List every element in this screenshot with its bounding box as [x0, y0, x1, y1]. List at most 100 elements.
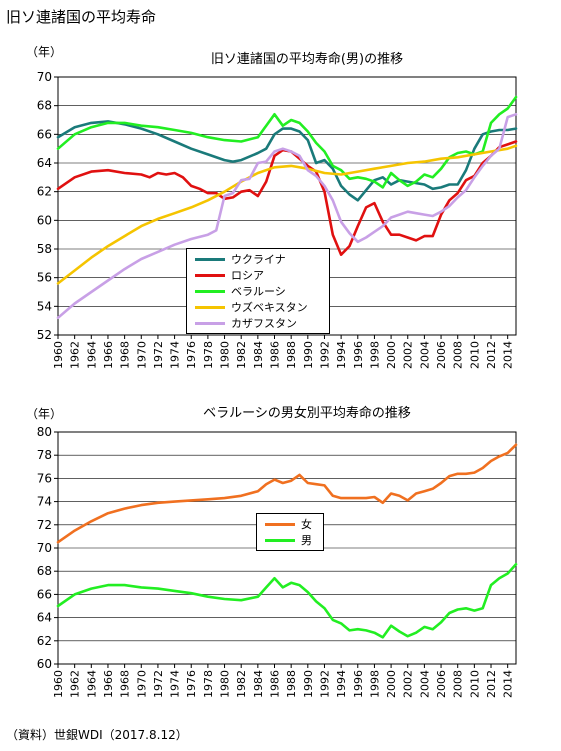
- male-legend-item: カザフスタン: [187, 315, 329, 331]
- male-x-tick-label: 1992: [318, 341, 331, 369]
- male-legend-swatch: [195, 257, 225, 261]
- male-y-tick-label: 68: [37, 99, 52, 113]
- male-x-tick-label: 1980: [219, 341, 232, 369]
- belarus-legend-label: 男: [301, 534, 312, 547]
- male-y-axis-label: （年）: [26, 45, 62, 59]
- male-series-line-2: [56, 95, 518, 189]
- male-x-tick-label: 1996: [352, 341, 365, 369]
- male-y-tick-label: 64: [37, 156, 52, 170]
- legend-belarus-chart: 女男: [256, 513, 324, 551]
- belarus-series-line-1: [56, 562, 518, 639]
- belarus-x-tick-label: 1994: [335, 670, 348, 698]
- belarus-y-tick-label: 70: [37, 541, 52, 555]
- male-legend-swatch: [195, 289, 225, 293]
- male-legend-label: ウズベキスタン: [231, 301, 308, 314]
- male-x-tick-label: 2010: [468, 341, 481, 369]
- male-y-tick-label: 54: [37, 299, 52, 313]
- male-chart-title: 旧ソ連諸国の平均寿命(男)の推移: [211, 51, 403, 67]
- male-x-tick-label: 1972: [152, 341, 165, 369]
- belarus-y-tick-label: 74: [37, 495, 52, 509]
- male-series-line-0: [56, 120, 518, 202]
- male-y-tick-label: 56: [37, 271, 52, 285]
- belarus-x-tick-label: 2014: [502, 670, 515, 698]
- belarus-x-tick-label: 1970: [135, 670, 148, 698]
- belarus-x-tick-label: 1976: [185, 670, 198, 698]
- belarus-x-tick-label: 2010: [468, 670, 481, 698]
- belarus-x-tick-label: 1984: [252, 670, 265, 698]
- belarus-x-tick-label: 2006: [435, 670, 448, 698]
- belarus-chart-title: ベラルーシの男女別平均寿命の推移: [203, 405, 411, 421]
- male-x-tick-label: 2014: [502, 341, 515, 369]
- belarus-x-tick-label: 1960: [52, 670, 65, 698]
- legend-male-chart: ウクライナ ロシアベラルーシウズベキスタン カザフスタン: [186, 248, 330, 334]
- male-y-tick-label: 66: [37, 127, 52, 141]
- male-y-tick-label: 58: [37, 242, 52, 256]
- male-x-tick-label: 2004: [418, 341, 431, 369]
- male-x-tick-label: 2000: [385, 341, 398, 369]
- male-legend-label: ウクライナ: [231, 253, 286, 266]
- belarus-y-tick-label: 62: [37, 634, 52, 648]
- male-x-tick-label: 1978: [202, 341, 215, 369]
- belarus-x-tick-label: 2012: [485, 670, 498, 698]
- male-legend-swatch: [195, 273, 225, 277]
- male-x-tick-label: 1988: [285, 341, 298, 369]
- belarus-x-tick-label: 2004: [418, 670, 431, 698]
- belarus-legend-swatch: [265, 522, 295, 526]
- male-series-line-4: [56, 113, 518, 320]
- male-x-tick-label: 1976: [185, 341, 198, 369]
- belarus-x-tick-label: 1978: [202, 670, 215, 698]
- male-x-tick-label: 2002: [402, 341, 415, 369]
- belarus-legend-swatch: [265, 538, 295, 542]
- belarus-y-tick-label: 64: [37, 611, 52, 625]
- belarus-x-tick-label: 2002: [402, 670, 415, 698]
- male-x-tick-label: 1968: [119, 341, 132, 369]
- belarus-x-tick-label: 2000: [385, 670, 398, 698]
- male-x-tick-label: 1966: [102, 341, 115, 369]
- male-x-tick-label: 2006: [435, 341, 448, 369]
- belarus-legend-item: 女: [257, 516, 323, 532]
- male-x-tick-label: 1984: [252, 341, 265, 369]
- belarus-x-tick-label: 1962: [69, 670, 82, 698]
- belarus-x-tick-label: 1990: [302, 670, 315, 698]
- belarus-y-tick-label: 80: [37, 425, 52, 439]
- male-y-tick-label: 70: [37, 70, 52, 84]
- male-x-tick-label: 1986: [269, 341, 282, 369]
- belarus-legend-label: 女: [301, 518, 312, 531]
- belarus-x-tick-label: 1986: [269, 670, 282, 698]
- male-y-tick-label: 52: [37, 328, 52, 342]
- belarus-x-tick-label: 1980: [219, 670, 232, 698]
- belarus-legend-item: 男: [257, 532, 323, 548]
- male-x-tick-label: 1974: [169, 341, 182, 369]
- male-x-tick-label: 1960: [52, 341, 65, 369]
- page-title: 旧ソ連諸国の平均寿命: [6, 8, 157, 26]
- male-x-tick-label: 2008: [452, 341, 465, 369]
- belarus-y-axis-label: （年）: [26, 407, 62, 421]
- belarus-y-tick-label: 76: [37, 471, 52, 485]
- belarus-x-tick-label: 1992: [318, 670, 331, 698]
- belarus-x-tick-label: 1988: [285, 670, 298, 698]
- belarus-x-tick-label: 1966: [102, 670, 115, 698]
- male-legend-item: ウクライナ: [187, 251, 329, 267]
- belarus-x-tick-label: 2008: [452, 670, 465, 698]
- male-legend-swatch: [195, 305, 225, 309]
- male-y-tick-label: 60: [37, 213, 52, 227]
- belarus-x-tick-label: 1972: [152, 670, 165, 698]
- male-y-tick-label: 62: [37, 185, 52, 199]
- male-x-tick-label: 1990: [302, 341, 315, 369]
- male-x-tick-label: 1970: [135, 341, 148, 369]
- belarus-y-tick-label: 60: [37, 657, 52, 671]
- male-x-tick-label: 1998: [368, 341, 381, 369]
- male-legend-swatch: [195, 321, 225, 325]
- male-legend-label: ベラルーシ: [231, 285, 286, 298]
- belarus-x-tick-label: 1998: [368, 670, 381, 698]
- belarus-series-line-0: [56, 443, 518, 544]
- male-legend-label: カザフスタン: [231, 317, 297, 330]
- male-series-line-3: [56, 144, 518, 285]
- belarus-x-tick-label: 1964: [85, 670, 98, 698]
- belarus-y-tick-label: 72: [37, 518, 52, 532]
- belarus-x-tick-label: 1968: [119, 670, 132, 698]
- male-legend-item: ロシア: [187, 267, 329, 283]
- belarus-y-tick-label: 68: [37, 564, 52, 578]
